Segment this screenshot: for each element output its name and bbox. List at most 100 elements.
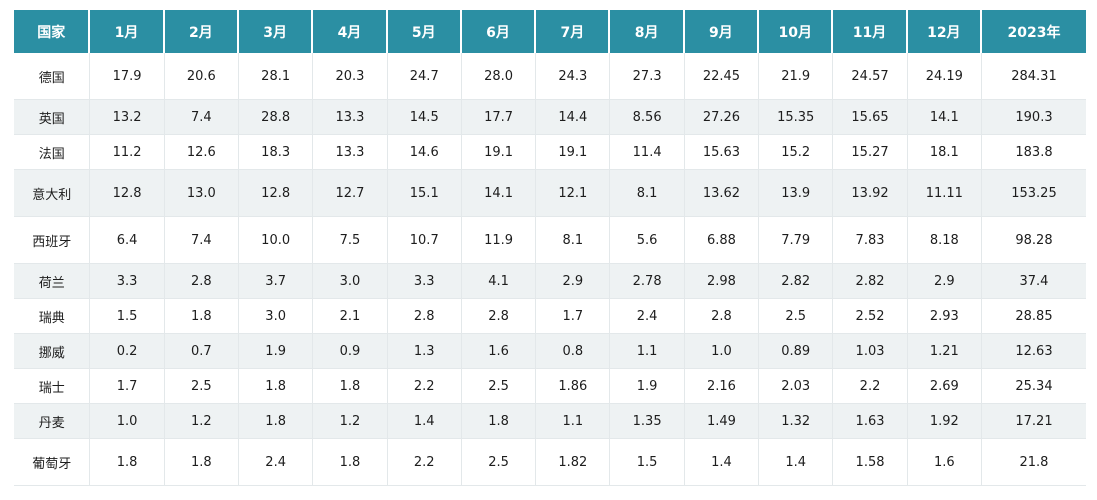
value-cell: 2.8: [387, 299, 462, 334]
value-cell: 1.4: [684, 439, 760, 486]
value-cell: 8.1: [610, 170, 685, 217]
value-cell: 1.1: [536, 404, 611, 439]
value-cell: 17.21: [981, 404, 1086, 439]
country-cell: 荷兰: [14, 264, 91, 299]
value-cell: 6.4: [90, 217, 165, 264]
value-cell: 1.1: [610, 334, 685, 369]
value-cell: 2.78: [610, 264, 685, 299]
value-cell: 27.3: [610, 53, 685, 100]
header-cell: 8月: [610, 10, 685, 53]
table-row: 法国 11.2 12.6 18.3 13.3 14.6 19.1 19.1 11.4 15.63 1…: [14, 135, 1086, 170]
value-cell: 2.2: [387, 439, 462, 486]
country-cell: 瑞士: [14, 369, 91, 404]
value-cell: 13.3: [313, 100, 388, 135]
value-cell: 14.1: [907, 100, 982, 135]
value-cell: 8.18: [907, 217, 982, 264]
value-cell: 0.9: [313, 334, 388, 369]
value-cell: 3.3: [90, 264, 165, 299]
table-row: 挪威 0.2 0.7 1.9 0.9 1.3 1.6 0.8 1.1 1.0 0.89 1.03 1.2…: [14, 334, 1086, 369]
value-cell: 37.4: [981, 264, 1086, 299]
header-cell: 9月: [684, 10, 760, 53]
header-row: 国家 1月 2月 3月 4月 5月 6月 7月 8月 9月 10月 11月 12月 2023年: [14, 10, 1086, 53]
value-cell: 1.8: [313, 439, 388, 486]
value-cell: 1.9: [610, 369, 685, 404]
value-cell: 12.63: [981, 334, 1086, 369]
value-cell: 2.93: [907, 299, 982, 334]
table-row: 荷兰 3.3 2.8 3.7 3.0 3.3 4.1 2.9 2.78 2.98 2.82 2.82 2…: [14, 264, 1086, 299]
value-cell: 15.35: [759, 100, 834, 135]
value-cell: 11.11: [907, 170, 982, 217]
value-cell: 15.27: [833, 135, 908, 170]
country-cell: 丹麦: [14, 404, 91, 439]
value-cell: 2.5: [461, 369, 537, 404]
value-cell: 3.0: [313, 264, 388, 299]
value-cell: 1.8: [461, 404, 537, 439]
table-row: 瑞典 1.5 1.8 3.0 2.1 2.8 2.8 1.7 2.4 2.8 2.5 2.52 2.93…: [14, 299, 1086, 334]
table-header: 国家 1月 2月 3月 4月 5月 6月 7月 8月 9月 10月 11月 12月 2023年: [14, 10, 1086, 53]
value-cell: 14.5: [387, 100, 462, 135]
value-cell: 24.7: [387, 53, 462, 100]
country-cell: 德国: [14, 53, 91, 100]
value-cell: 1.9: [239, 334, 314, 369]
value-cell: 11.9: [461, 217, 537, 264]
header-cell: 10月: [759, 10, 834, 53]
header-cell: 3月: [239, 10, 314, 53]
value-cell: 12.8: [90, 170, 165, 217]
value-cell: 19.1: [461, 135, 537, 170]
country-cell: 意大利: [14, 170, 91, 217]
header-cell: 1月: [90, 10, 165, 53]
value-cell: 17.9: [90, 53, 165, 100]
value-cell: 15.65: [833, 100, 908, 135]
value-cell: 1.8: [164, 299, 239, 334]
value-cell: 24.3: [536, 53, 611, 100]
value-cell: 2.52: [833, 299, 908, 334]
value-cell: 1.5: [610, 439, 685, 486]
value-cell: 3.7: [239, 264, 314, 299]
value-cell: 2.5: [461, 439, 537, 486]
value-cell: 14.4: [536, 100, 611, 135]
value-cell: 1.7: [536, 299, 611, 334]
value-cell: 20.6: [164, 53, 239, 100]
value-cell: 6.88: [684, 217, 760, 264]
value-cell: 1.5: [90, 299, 165, 334]
value-cell: 0.89: [759, 334, 834, 369]
value-cell: 7.5: [313, 217, 388, 264]
value-cell: 2.5: [759, 299, 834, 334]
table-row: 意大利 12.8 13.0 12.8 12.7 15.1 14.1 12.1 8.1 13.62 1…: [14, 170, 1086, 217]
value-cell: 2.82: [759, 264, 834, 299]
header-cell: 11月: [833, 10, 908, 53]
value-cell: 1.63: [833, 404, 908, 439]
value-cell: 1.8: [90, 439, 165, 486]
value-cell: 2.03: [759, 369, 834, 404]
value-cell: 28.8: [239, 100, 314, 135]
value-cell: 28.1: [239, 53, 314, 100]
table-row: 丹麦 1.0 1.2 1.8 1.2 1.4 1.8 1.1 1.35 1.49 1.32 1.63 1…: [14, 404, 1086, 439]
value-cell: 1.49: [684, 404, 760, 439]
value-cell: 1.8: [239, 404, 314, 439]
value-cell: 13.92: [833, 170, 908, 217]
data-table: 国家 1月 2月 3月 4月 5月 6月 7月 8月 9月 10月 11月 12月 2023年 德国 17.…: [14, 10, 1086, 486]
header-cell: 5月: [387, 10, 462, 53]
value-cell: 2.1: [313, 299, 388, 334]
value-cell: 1.2: [313, 404, 388, 439]
value-cell: 1.58: [833, 439, 908, 486]
header-cell: 4月: [313, 10, 388, 53]
value-cell: 2.69: [907, 369, 982, 404]
table-container: 国家 1月 2月 3月 4月 5月 6月 7月 8月 9月 10月 11月 12月 2023年 德国 17.…: [14, 10, 1086, 486]
value-cell: 7.4: [164, 100, 239, 135]
header-cell: 12月: [907, 10, 982, 53]
table-row: 英国 13.2 7.4 28.8 13.3 14.5 17.7 14.4 8.56 27.26 15…: [14, 100, 1086, 135]
value-cell: 1.32: [759, 404, 834, 439]
value-cell: 12.8: [239, 170, 314, 217]
table-row: 西班牙 6.4 7.4 10.0 7.5 10.7 11.9 8.1 5.6 6.88 7.79 7.…: [14, 217, 1086, 264]
value-cell: 1.86: [536, 369, 611, 404]
value-cell: 0.2: [90, 334, 165, 369]
value-cell: 190.3: [981, 100, 1086, 135]
value-cell: 3.3: [387, 264, 462, 299]
value-cell: 1.82: [536, 439, 611, 486]
value-cell: 1.4: [387, 404, 462, 439]
value-cell: 13.3: [313, 135, 388, 170]
value-cell: 1.8: [164, 439, 239, 486]
value-cell: 25.34: [981, 369, 1086, 404]
value-cell: 2.4: [239, 439, 314, 486]
